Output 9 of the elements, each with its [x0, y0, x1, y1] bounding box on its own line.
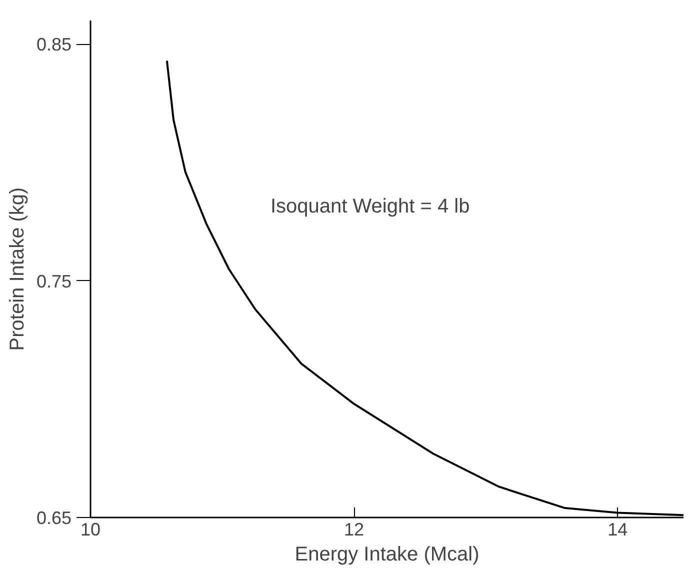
annotation: Isoquant Weight = 4 lb: [270, 196, 470, 218]
x-axis-title: Energy Intake (Mcal): [294, 544, 480, 566]
x-tick-label: 10: [80, 520, 101, 540]
x-tick-label: 14: [608, 520, 628, 540]
y-axis-title: Protein Intake (kg): [6, 187, 28, 351]
y-tick-label: 0.75: [36, 271, 72, 292]
y-tick-label: 0.65: [36, 508, 72, 528]
x-tick-label: 12: [344, 520, 364, 540]
y-tick-label: 0.85: [36, 34, 72, 55]
